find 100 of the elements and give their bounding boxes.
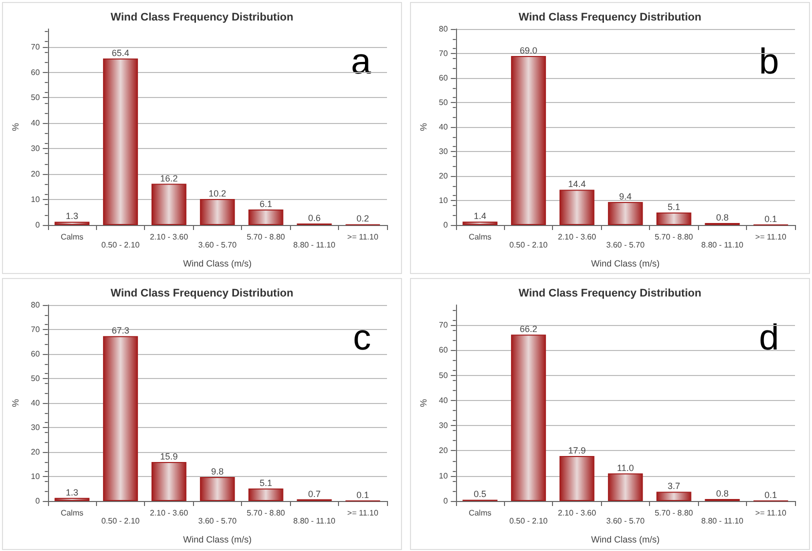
annotation: d: [758, 316, 780, 358]
data-label: 0.5: [474, 489, 486, 500]
data-label: 0.8: [716, 212, 729, 223]
y-tick-label: 0: [35, 496, 40, 506]
y-tick-label: 0: [443, 220, 448, 230]
chart-title: Wind Class Frequency Distribution: [110, 288, 294, 300]
data-label: 5.1: [260, 478, 272, 488]
x-axis-title: Wind Class (m/s): [591, 534, 660, 544]
x-axis-title: Wind Class (m/s): [183, 258, 252, 268]
data-label: 16.2: [160, 173, 178, 184]
x-tick-label: >= 11.10: [755, 508, 787, 518]
bar: [656, 212, 692, 225]
y-tick-label: 10: [438, 471, 448, 480]
y-tick-label: 20: [438, 172, 448, 180]
y-tick-label: 60: [30, 350, 40, 358]
x-tick-label: 0.50 - 2.10: [509, 516, 548, 526]
data-label: 1.4: [474, 211, 486, 222]
x-tick-label: 2.10 - 3.60: [150, 508, 189, 518]
annotation: c: [353, 316, 371, 358]
bar: [559, 190, 594, 225]
x-tick-label: 5.70 - 8.80: [246, 232, 286, 242]
bar: [559, 456, 594, 501]
y-tick-label: 40: [438, 122, 448, 132]
y-tick-label: 10: [30, 195, 40, 204]
y-tick-label: 50: [438, 370, 448, 380]
bar: [54, 222, 90, 225]
bar: [103, 336, 138, 501]
y-tick-label: 10: [438, 196, 448, 205]
y-axis-title: %: [418, 398, 428, 408]
x-tick-label: 8.80 - 11.10: [293, 240, 336, 250]
y-tick-label: 40: [30, 118, 40, 128]
data-label: 65.4: [112, 48, 130, 58]
x-tick-label: 5.70 - 8.80: [654, 232, 694, 242]
data-label: 10.2: [208, 188, 226, 199]
x-tick-label: 2.10 - 3.60: [558, 508, 597, 518]
x-tick-label: 3.60 - 5.70: [606, 240, 646, 250]
x-tick-label: 8.80 - 11.10: [701, 516, 744, 526]
x-tick-label: 3.60 - 5.70: [198, 240, 238, 250]
data-label: 1.3: [66, 487, 78, 498]
y-tick-label: 40: [30, 398, 40, 408]
chart-title: Wind Class Frequency Distribution: [110, 12, 294, 24]
y-axis-title: %: [10, 122, 20, 132]
y-tick-label: 70: [438, 49, 448, 58]
x-tick-label: 0.50 - 2.10: [509, 240, 548, 250]
y-axis-title: %: [418, 122, 428, 132]
x-tick-label: Calms: [468, 232, 492, 242]
y-tick-label: 70: [30, 42, 40, 52]
data-label: 3.7: [668, 481, 680, 492]
x-tick-label: >= 11.10: [347, 232, 379, 242]
y-tick-label: 70: [438, 320, 448, 330]
x-tick-label: Calms: [60, 508, 84, 518]
y-tick-label: 50: [438, 98, 448, 107]
data-label: 11.0: [616, 462, 634, 473]
chart-title: Wind Class Frequency Distribution: [518, 12, 702, 24]
y-tick-label: 10: [30, 472, 40, 481]
y-tick-label: 50: [30, 374, 40, 383]
bar: [608, 202, 643, 225]
x-tick-label: 8.80 - 11.10: [701, 240, 744, 250]
x-axis-title: Wind Class (m/s): [591, 258, 660, 268]
data-label: 0.1: [764, 214, 778, 224]
data-label: 15.9: [160, 452, 178, 462]
data-label: 0.7: [308, 488, 321, 499]
x-tick-label: 2.10 - 3.60: [558, 232, 597, 242]
bar: [151, 184, 186, 225]
x-tick-label: 5.70 - 8.80: [654, 508, 694, 518]
bar: [511, 334, 546, 501]
chart-title: Wind Class Frequency Distribution: [518, 288, 702, 300]
y-tick-label: 30: [30, 144, 40, 154]
y-tick-label: 60: [30, 68, 40, 77]
data-label: 5.1: [668, 202, 680, 212]
x-tick-label: >= 11.10: [347, 508, 379, 518]
data-label: 14.4: [568, 179, 586, 190]
bar: [656, 492, 692, 501]
annotation: b: [758, 40, 780, 82]
y-tick-label: 20: [438, 446, 448, 456]
data-label: 1.3: [66, 211, 78, 222]
data-label: 0.1: [356, 490, 370, 500]
y-tick-label: 50: [30, 93, 40, 102]
y-tick-label: 80: [438, 24, 448, 34]
y-tick-label: 0: [443, 496, 448, 506]
x-tick-label: 5.70 - 8.80: [246, 508, 286, 518]
bar: [248, 209, 284, 225]
bar: [103, 58, 138, 225]
y-tick-label: 20: [30, 170, 40, 179]
data-label: 0.8: [716, 488, 729, 498]
data-label: 67.3: [112, 326, 130, 336]
x-tick-label: 8.80 - 11.10: [293, 516, 336, 526]
y-tick-label: 30: [438, 421, 448, 430]
bar: [462, 222, 498, 225]
bar: [608, 473, 643, 501]
y-tick-label: 20: [30, 448, 40, 456]
x-tick-label: Calms: [468, 508, 492, 518]
data-label: 17.9: [568, 446, 586, 456]
bar: [200, 199, 235, 225]
x-axis-title: Wind Class (m/s): [183, 534, 252, 544]
bar: [151, 462, 186, 501]
x-tick-label: >= 11.10: [755, 232, 787, 242]
y-tick-label: 30: [438, 147, 448, 156]
data-label: 66.2: [520, 324, 538, 334]
y-tick-label: 60: [438, 346, 448, 355]
